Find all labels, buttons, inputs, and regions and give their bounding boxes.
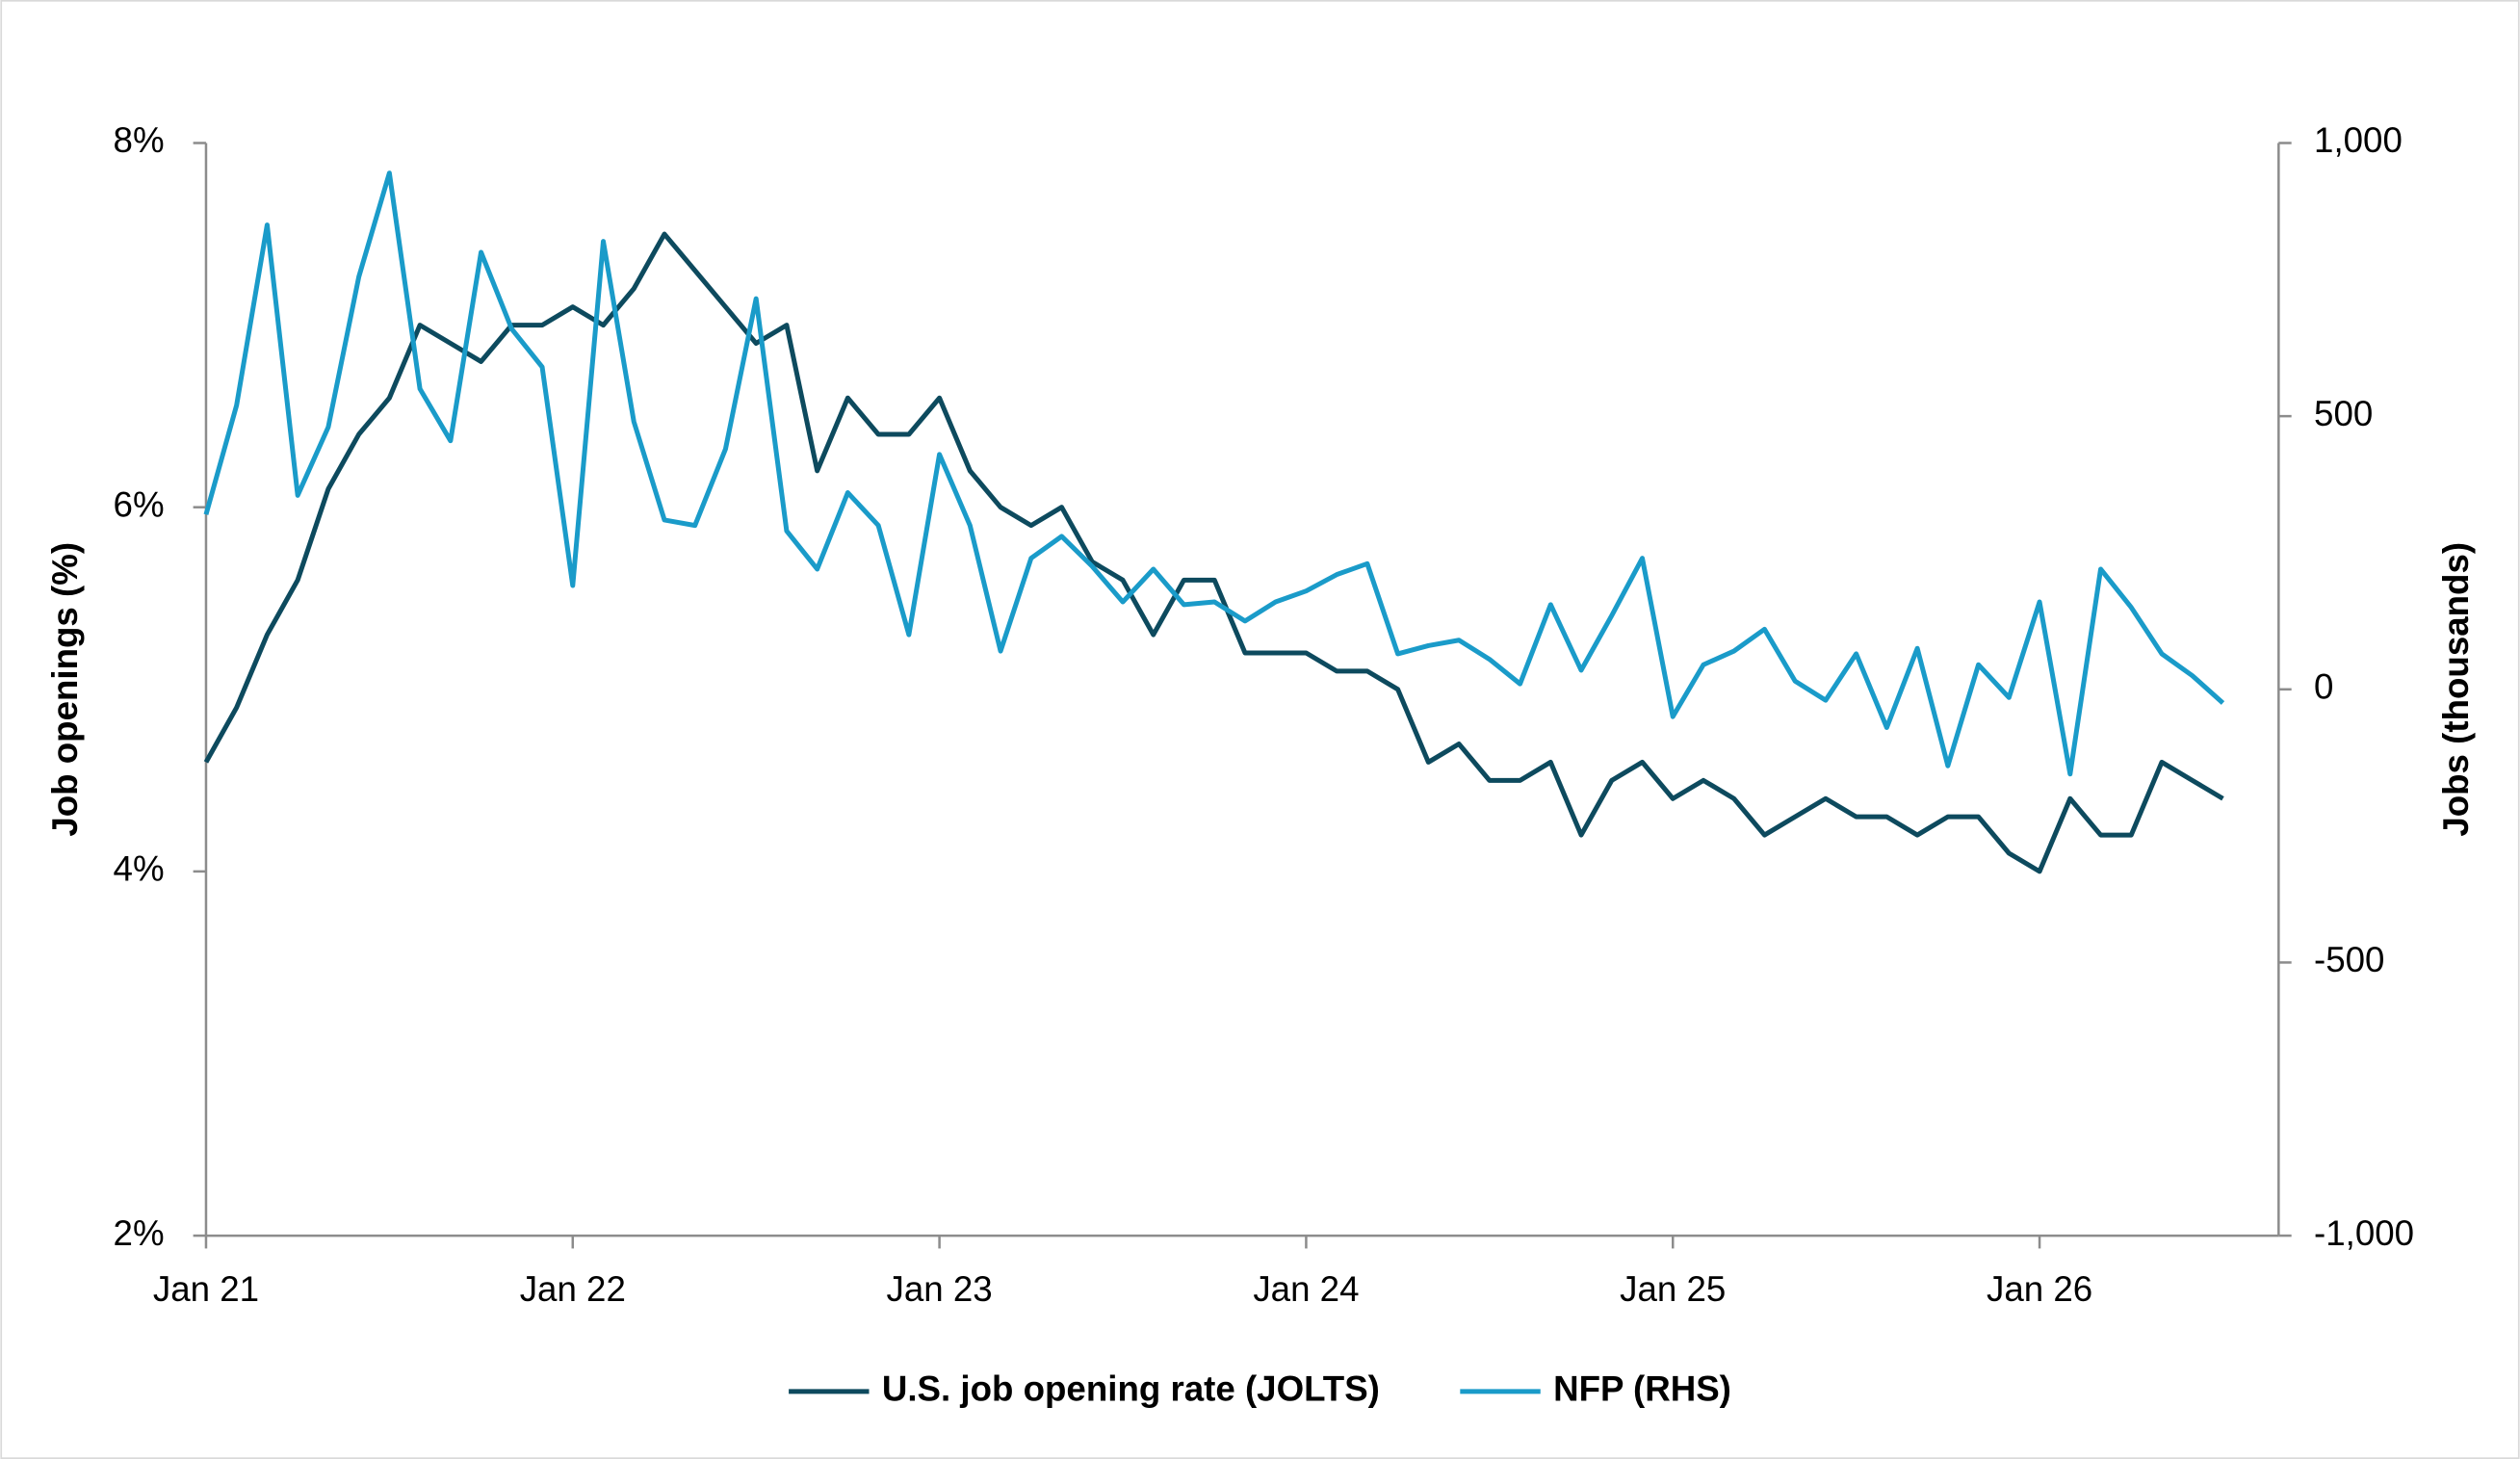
legend-label: U.S. job opening rate (JOLTS) bbox=[882, 1369, 1380, 1409]
y-tick-label: 8% bbox=[114, 120, 165, 160]
y-tick-label: 6% bbox=[114, 484, 165, 524]
y2-tick-label: 500 bbox=[2314, 394, 2373, 433]
x-tick-label: Jan 22 bbox=[520, 1269, 626, 1309]
series-line bbox=[203, 170, 2225, 777]
x-tick-label: Jan 25 bbox=[1620, 1269, 1726, 1309]
x-tick-label: Jan 26 bbox=[1987, 1269, 2092, 1309]
series-line bbox=[203, 231, 2224, 874]
y2-tick-label: -1,000 bbox=[2314, 1213, 2414, 1253]
y-tick-label: 4% bbox=[114, 849, 165, 889]
x-tick-label: Jan 23 bbox=[887, 1269, 993, 1309]
y2-tick-label: -500 bbox=[2314, 940, 2384, 979]
y2-axis-title: Jobs (thousands) bbox=[2436, 542, 2476, 837]
y2-tick-label: 0 bbox=[2314, 666, 2333, 706]
y-axis-title: Job openings (%) bbox=[45, 542, 85, 837]
y2-tick-label: 1,000 bbox=[2314, 120, 2403, 160]
x-tick-label: Jan 21 bbox=[153, 1269, 259, 1309]
legend-label: NFP (RHS) bbox=[1553, 1369, 1731, 1409]
y-tick-label: 2% bbox=[114, 1213, 165, 1253]
x-tick-label: Jan 24 bbox=[1253, 1269, 1359, 1309]
